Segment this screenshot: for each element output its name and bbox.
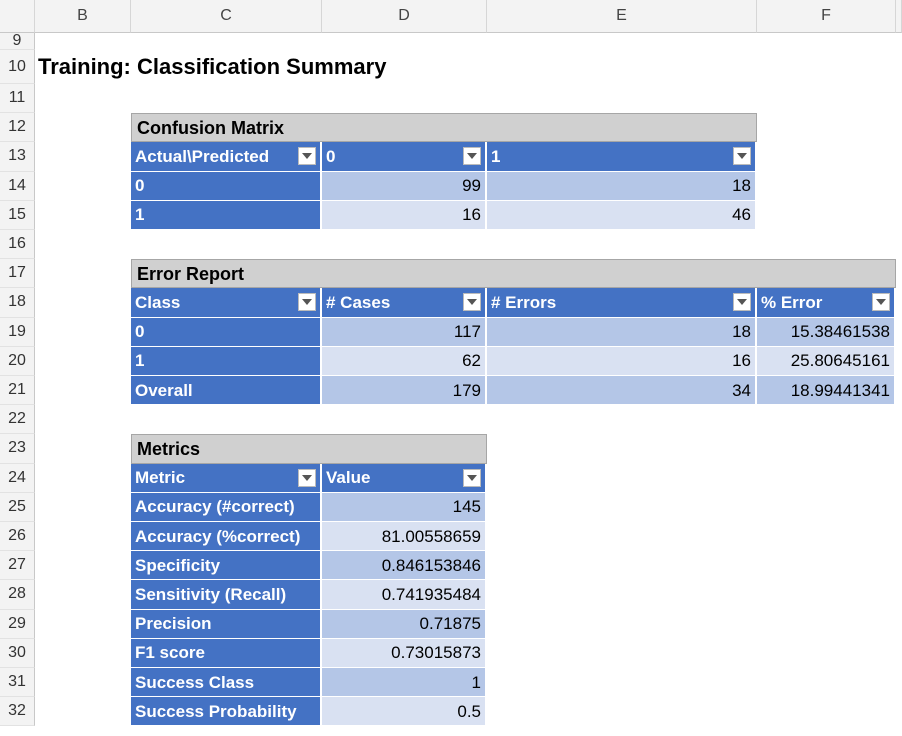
cell-value: 99	[322, 171, 487, 201]
row-number[interactable]: 9	[0, 33, 35, 50]
row-number[interactable]: 32	[0, 697, 35, 727]
row-number[interactable]: 30	[0, 638, 35, 668]
row-label: 0	[131, 171, 322, 201]
table-header: 0	[322, 142, 487, 172]
row-number[interactable]: 18	[0, 288, 35, 318]
row-label: 1	[131, 346, 322, 376]
row-label: Success Probability	[131, 697, 322, 727]
cell-value: 0.71875	[322, 609, 487, 639]
row-number[interactable]: 13	[0, 142, 35, 172]
filter-button[interactable]	[463, 147, 481, 166]
row-number[interactable]: 28	[0, 580, 35, 610]
row-number[interactable]: 20	[0, 346, 35, 376]
row-number[interactable]: 14	[0, 171, 35, 201]
row-number[interactable]: 12	[0, 113, 35, 143]
cell-value: 145	[322, 492, 487, 522]
row-label: Sensitivity (Recall)	[131, 580, 322, 610]
cell-value: 179	[322, 376, 487, 406]
row-number[interactable]: 10	[0, 50, 35, 84]
column-header[interactable]: B	[35, 0, 131, 33]
row-number[interactable]: 24	[0, 463, 35, 493]
cell-value: 117	[322, 317, 487, 347]
cell-value: 15.38461538	[757, 317, 896, 347]
filter-button[interactable]	[298, 468, 316, 487]
cell-value: 18	[487, 171, 757, 201]
row-number[interactable]: 21	[0, 376, 35, 406]
row-label: 0	[131, 317, 322, 347]
row-number[interactable]: 26	[0, 522, 35, 552]
row-label: 1	[131, 200, 322, 230]
row-number[interactable]: 27	[0, 551, 35, 581]
sheet-title: Training: Classification Summary	[38, 54, 387, 79]
column-header[interactable]: E	[487, 0, 757, 33]
table-header: 1	[487, 142, 757, 172]
row-label: Accuracy (#correct)	[131, 492, 322, 522]
cell-value: 0.846153846	[322, 551, 487, 581]
row-label: Specificity	[131, 551, 322, 581]
column-header[interactable]: F	[757, 0, 896, 33]
row-number[interactable]: 23	[0, 434, 35, 464]
row-label: Overall	[131, 376, 322, 406]
table-header: # Cases	[322, 288, 487, 318]
cell-value: 25.80645161	[757, 346, 896, 376]
filter-button[interactable]	[463, 293, 481, 312]
row-number[interactable]: 15	[0, 200, 35, 230]
table-header: Actual\Predicted	[131, 142, 322, 172]
table-title: Confusion Matrix	[131, 113, 757, 143]
filter-button[interactable]	[298, 293, 316, 312]
table-header: Value	[322, 463, 487, 493]
row-number[interactable]: 29	[0, 609, 35, 639]
corner	[0, 0, 35, 33]
cell-value: 16	[322, 200, 487, 230]
row-label: Accuracy (%correct)	[131, 522, 322, 552]
row-number[interactable]: 31	[0, 668, 35, 698]
row-label: F1 score	[131, 638, 322, 668]
table-title: Error Report	[131, 259, 896, 289]
cell-value: 18.99441341	[757, 376, 896, 406]
filter-button[interactable]	[298, 147, 316, 166]
cell-value: 0.741935484	[322, 580, 487, 610]
row-label: Success Class	[131, 668, 322, 698]
cell-value: 1	[322, 668, 487, 698]
table-header: % Error	[757, 288, 896, 318]
cell-value: 16	[487, 346, 757, 376]
filter-button[interactable]	[463, 468, 481, 487]
row-number[interactable]: 16	[0, 230, 35, 260]
row-number[interactable]: 11	[0, 84, 35, 114]
table-header: Class	[131, 288, 322, 318]
row-number[interactable]: 17	[0, 259, 35, 289]
cell-value: 62	[322, 346, 487, 376]
filter-button[interactable]	[872, 293, 890, 312]
row-number[interactable]: 19	[0, 317, 35, 347]
cell-value: 18	[487, 317, 757, 347]
cell-value: 46	[487, 200, 757, 230]
row-label: Precision	[131, 609, 322, 639]
row-number[interactable]: 25	[0, 492, 35, 522]
filter-button[interactable]	[733, 293, 751, 312]
row-number[interactable]: 22	[0, 405, 35, 435]
cell-value: 34	[487, 376, 757, 406]
filter-button[interactable]	[733, 147, 751, 166]
cell-value: 81.00558659	[322, 522, 487, 552]
cell-value: 0.73015873	[322, 638, 487, 668]
cell-value: 0.5	[322, 697, 487, 727]
table-header: # Errors	[487, 288, 757, 318]
table-header: Metric	[131, 463, 322, 493]
column-header[interactable]: C	[131, 0, 322, 33]
column-header-rest	[896, 0, 902, 33]
table-title: Metrics	[131, 434, 487, 464]
column-header[interactable]: D	[322, 0, 487, 33]
